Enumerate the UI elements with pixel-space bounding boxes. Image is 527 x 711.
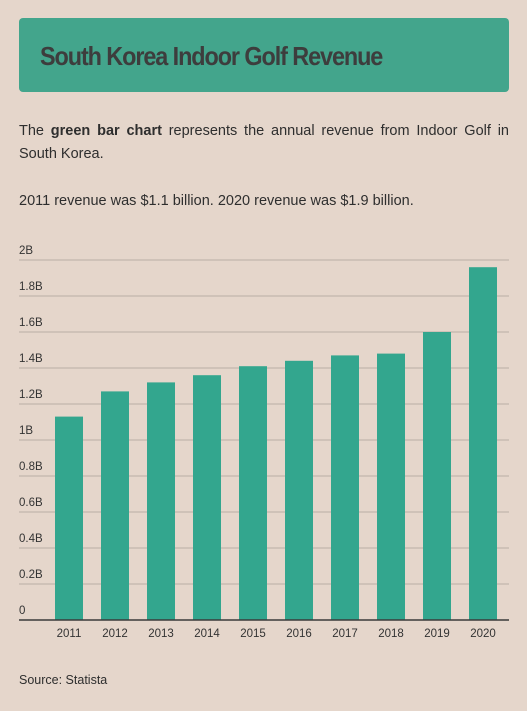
x-axis-labels: 2011 2012 2013 2014 2015 2016 2017 2018 2019 2020 [57,628,496,640]
x-tick-label: 2015 [240,628,266,640]
x-tick-label: 2012 [102,628,128,640]
bar-chart: 0 0.2B 0.4B 0.6B 0.8B 1B 1.2B 1.4B 1.6B 1.8B 2B 20… [19,245,509,640]
x-tick-label: 2019 [424,628,450,640]
y-tick-label: 1B [19,425,33,437]
bar-2017 [331,355,359,620]
page-title: South Korea Indoor Golf Revenue [40,41,383,71]
x-tick-label: 2020 [470,628,496,640]
x-tick-label: 2016 [286,628,312,640]
y-tick-label: 0 [19,605,25,617]
x-tick-label: 2011 [57,628,82,640]
bar-2020 [469,267,497,620]
bar-2011 [55,416,83,620]
y-tick-label: 0.2B [19,569,43,581]
source-note: Source: Statista [19,673,108,687]
y-tick-label: 1.4B [19,353,43,365]
bar-2018 [377,353,405,620]
bar-2014 [193,375,221,620]
bar-2019 [423,332,451,620]
y-tick-label: 2B [19,245,33,257]
y-tick-label: 0.6B [19,497,43,509]
x-tick-label: 2018 [378,628,404,640]
y-axis-labels: 0 0.2B 0.4B 0.6B 0.8B 1B 1.2B 1.4B 1.6B 1.8B 2B [19,245,43,617]
chart-description: The green bar chart represents the annua… [19,120,509,166]
y-tick-label: 0.4B [19,533,43,545]
x-tick-label: 2013 [148,628,174,640]
description-rest: represents the annual revenue from Indoo… [19,123,509,162]
title-banner: South Korea Indoor Golf Revenue [19,18,509,92]
x-tick-label: 2017 [332,628,358,640]
bar-2016 [285,360,313,620]
y-tick-label: 1.8B [19,281,43,293]
description-intro: The [19,123,51,139]
description-highlight: green bar chart [50,123,162,139]
y-tick-label: 0.8B [19,461,43,473]
bar-2015 [239,366,267,620]
y-tick-label: 1.6B [19,317,43,329]
bars [55,267,497,620]
x-tick-label: 2014 [194,628,220,640]
bar-2012 [101,391,129,620]
y-tick-label: 1.2B [19,389,43,401]
revenue-summary: 2011 revenue was $1.1 billion. 2020 reve… [19,193,414,209]
bar-2013 [147,382,175,620]
